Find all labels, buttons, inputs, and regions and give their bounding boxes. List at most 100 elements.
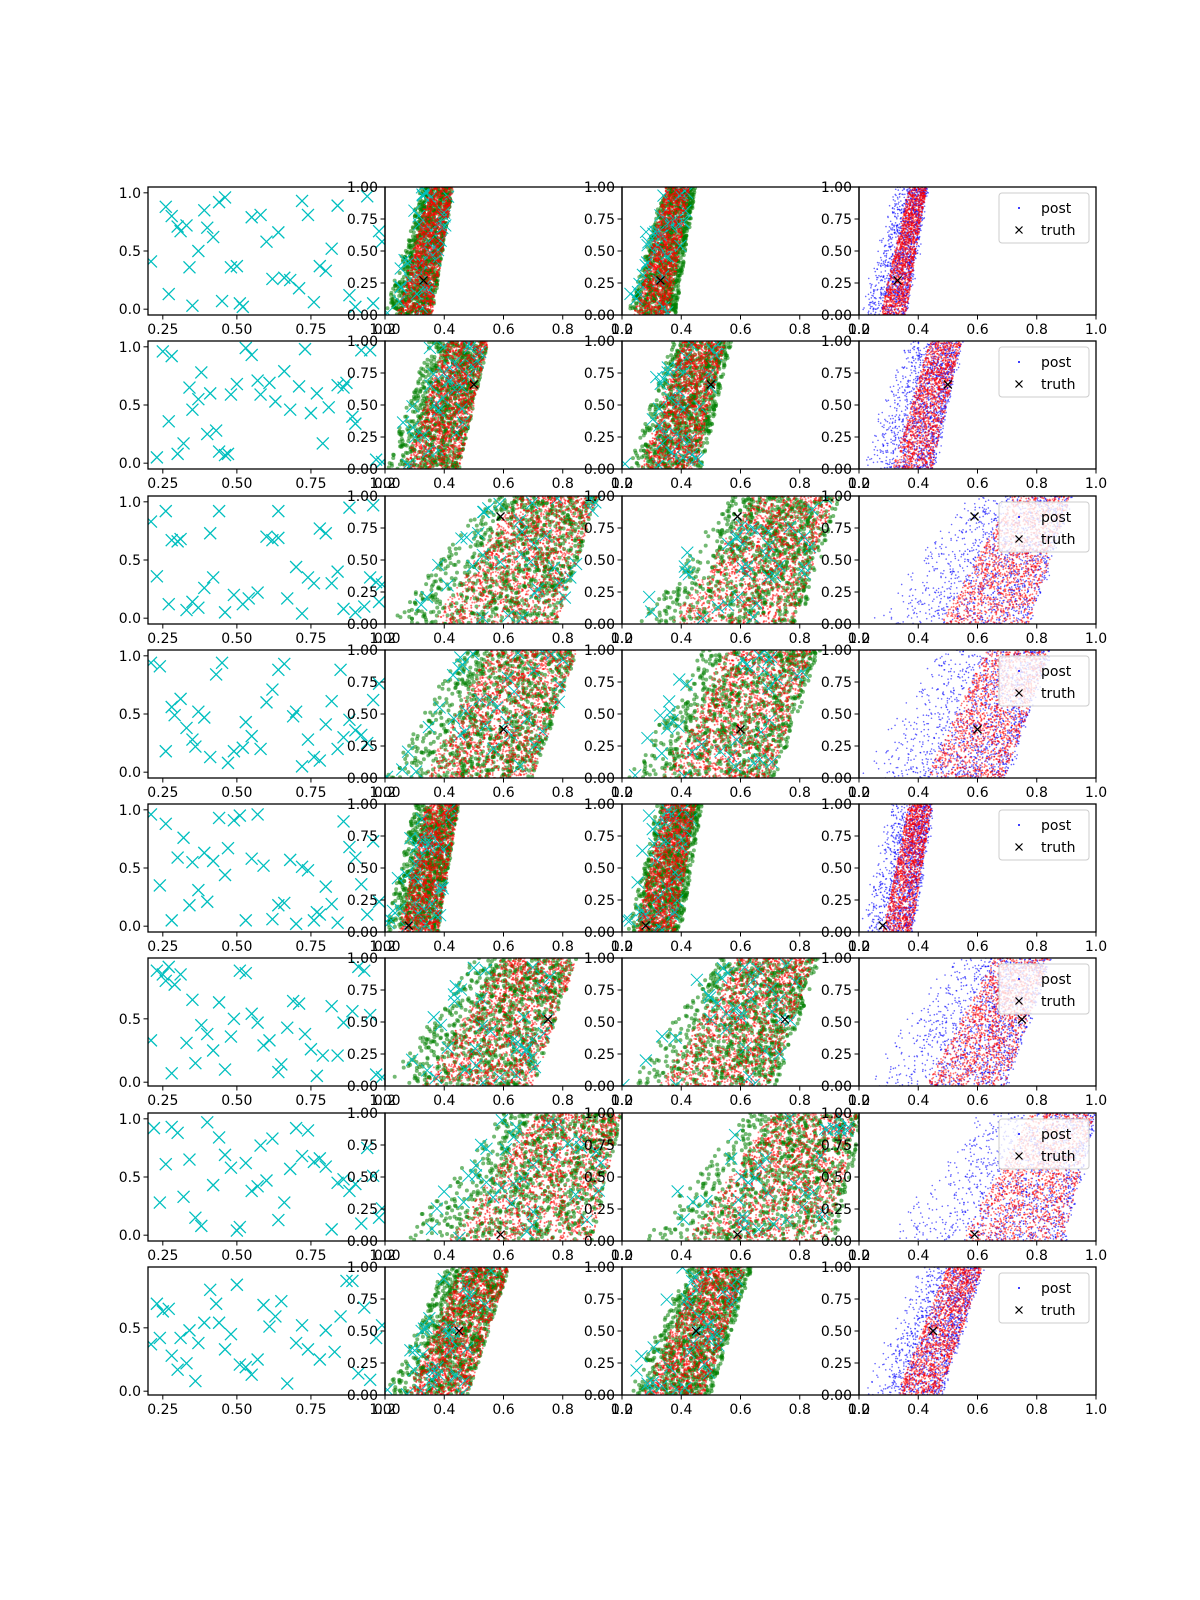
x-tick-label: 0.6 (729, 322, 751, 338)
y-tick-label: 0.00 (584, 1388, 615, 1404)
x-tick-label: 0.4 (433, 322, 455, 338)
sample-x-marker (302, 864, 314, 876)
y-tick-label: 0.75 (584, 1292, 615, 1308)
x-tick-label: 0.4 (433, 939, 455, 955)
x-tick-label: 0.25 (147, 631, 178, 647)
sample-x-marker (246, 853, 258, 865)
x-tick-label: 0.4 (433, 1248, 455, 1264)
y-tick-label: 1.00 (821, 489, 852, 505)
sample-x-marker (213, 812, 225, 824)
sample-x-marker (311, 906, 323, 918)
y-tick-label: 0.25 (584, 1356, 615, 1372)
y-tick-label: 1.00 (584, 1260, 615, 1276)
sample-x-marker (645, 606, 657, 618)
sample-x-marker (406, 1054, 418, 1066)
y-tick-label: 0.25 (584, 276, 615, 292)
y-tick-label: 0.75 (347, 675, 378, 691)
y-tick-label: 0.25 (821, 276, 852, 292)
x-tick-label: 0.8 (789, 1248, 811, 1264)
sample-x-marker (186, 856, 198, 868)
y-tick-label: 0.50 (584, 1015, 615, 1031)
sample-x-marker (183, 382, 195, 394)
x-tick-label: 0.8 (789, 476, 811, 492)
y-tick-label: 0.50 (821, 1170, 852, 1186)
y-tick-label: 1.00 (821, 1106, 852, 1122)
sample-x-marker (219, 1343, 231, 1355)
sample-x-marker (255, 743, 267, 755)
sample-x-marker (258, 1299, 270, 1311)
sample-x-marker (266, 684, 278, 696)
sample-x-marker (308, 751, 320, 763)
x-tick-label: 0.6 (966, 1093, 988, 1109)
x-tick-label: 0.75 (295, 1093, 326, 1109)
subplot-r7-c4: 0.2 0.4 0.6 0.8 1.00.000.250.500.751.00postt… (821, 1106, 1107, 1264)
x-tick-label: 0.4 (670, 1093, 692, 1109)
sample-x-marker (198, 204, 210, 216)
y-tick-label: 0.00 (347, 462, 378, 478)
sample-x-marker (263, 377, 275, 389)
y-tick-label: 0.25 (821, 585, 852, 601)
x-tick-label: 0.75 (295, 1248, 326, 1264)
y-tick-label: 0.75 (584, 212, 615, 228)
x-tick-label: 0.6 (729, 476, 751, 492)
sample-x-marker (151, 570, 163, 582)
legend-post-marker (1018, 207, 1020, 209)
x-tick-label: 1.0 (1085, 1402, 1107, 1418)
sample-x-marker (183, 261, 195, 273)
sample-x-marker (275, 1295, 287, 1307)
subplot-r8-c4: 0.2 0.4 0.6 0.8 1.00.000.250.500.751.00postt… (821, 1260, 1107, 1418)
sample-x-marker (361, 909, 373, 921)
y-tick-label: 0.5 (119, 244, 141, 260)
sample-x-marker (278, 1197, 290, 1209)
sample-x-marker (340, 1275, 352, 1287)
legend-post-marker (1018, 1287, 1020, 1289)
sample-x-marker (332, 1050, 344, 1062)
subplot-r6-c4: 0.2 0.4 0.6 0.8 1.00.000.250.500.751.00postt… (821, 951, 1107, 1109)
sample-x-marker (252, 375, 264, 387)
sample-x-marker (299, 1028, 311, 1040)
y-tick-label: 0.25 (584, 1047, 615, 1063)
legend-post-marker (1018, 824, 1020, 826)
sample-x-marker (643, 591, 655, 603)
x-tick-label: 0.8 (552, 1402, 574, 1418)
y-tick-label: 0.25 (821, 430, 852, 446)
sample-x-marker (252, 808, 264, 820)
y-tick-label: 0.50 (821, 1324, 852, 1340)
y-tick-label: 1.00 (347, 797, 378, 813)
x-tick-label: 0.8 (552, 322, 574, 338)
sample-x-marker (343, 1185, 355, 1197)
x-tick-label: 0.8 (1026, 785, 1048, 801)
sample-x-marker (225, 1162, 237, 1174)
y-tick-label: 0.0 (119, 1228, 141, 1244)
x-tick-label: 0.8 (1026, 939, 1048, 955)
x-tick-label: 0.4 (670, 785, 692, 801)
x-tick-label: 0.2 (374, 1402, 396, 1418)
sample-x-marker (246, 211, 258, 223)
x-tick-label: 0.8 (789, 785, 811, 801)
sample-x-marker (428, 1011, 440, 1023)
y-tick-label: 0.25 (347, 1356, 378, 1372)
x-tick-label: 1.0 (1085, 322, 1107, 338)
sample-x-marker (160, 745, 172, 757)
sample-x-marker (320, 718, 332, 730)
sample-x-marker (308, 296, 320, 308)
x-tick-label: 0.8 (789, 939, 811, 955)
sample-x-marker (281, 1022, 293, 1034)
sample-x-marker (186, 300, 198, 312)
legend-post-label: post (1041, 972, 1072, 988)
sample-x-marker (305, 1043, 317, 1055)
y-tick-label: 1.00 (584, 797, 615, 813)
y-tick-label: 1.00 (821, 797, 852, 813)
sample-x-marker (213, 505, 225, 517)
legend-post-marker (1018, 516, 1020, 518)
sample-x-marker (296, 1150, 308, 1162)
sample-x-marker (219, 1149, 231, 1161)
sample-x-marker (314, 755, 326, 767)
y-tick-label: 0.75 (821, 829, 852, 845)
sample-x-marker (195, 1220, 207, 1232)
sample-x-marker (160, 505, 172, 517)
sample-x-marker (195, 366, 207, 378)
y-tick-label: 0.25 (821, 1202, 852, 1218)
y-tick-label: 0.00 (821, 617, 852, 633)
y-tick-label: 0.5 (119, 861, 141, 877)
